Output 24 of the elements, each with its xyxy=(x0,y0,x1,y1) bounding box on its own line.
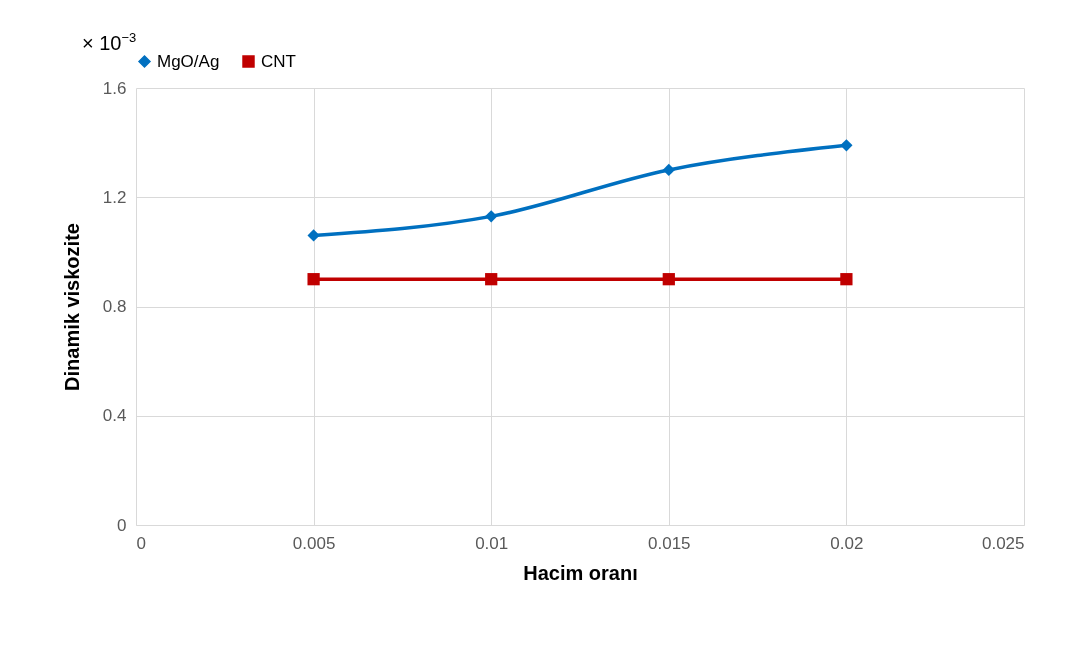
point xyxy=(840,273,853,286)
y-tick-label: 1.2 xyxy=(102,187,127,207)
y-axis-title: Dinamik viskozite xyxy=(60,223,83,391)
y-tick-label: 0 xyxy=(117,515,127,535)
x-tick-label: 0.005 xyxy=(292,533,336,553)
x-tick-label: 0.02 xyxy=(830,533,864,553)
point xyxy=(840,139,853,152)
y-tick-label: 0.8 xyxy=(102,297,127,316)
x-tick-label: 0.01 xyxy=(475,533,509,553)
text: × 10$^{−3}$ xyxy=(82,30,137,55)
point xyxy=(662,273,675,286)
y-tick-label: 0.4 xyxy=(102,406,127,426)
x-axis-title: Hacim oranı xyxy=(523,561,638,584)
point xyxy=(662,163,675,177)
point xyxy=(485,273,498,286)
point xyxy=(307,273,320,286)
point xyxy=(307,229,320,242)
x-tick-label: 0 xyxy=(136,533,146,553)
x-tick-label: 0.025 xyxy=(981,533,1025,553)
x-tick-label: 0.015 xyxy=(648,533,691,553)
point xyxy=(485,210,498,223)
legend-label: MgO/Ag xyxy=(157,51,220,71)
y-tick-label: 1.6 xyxy=(102,78,127,98)
legend-label: CNT xyxy=(261,51,296,71)
